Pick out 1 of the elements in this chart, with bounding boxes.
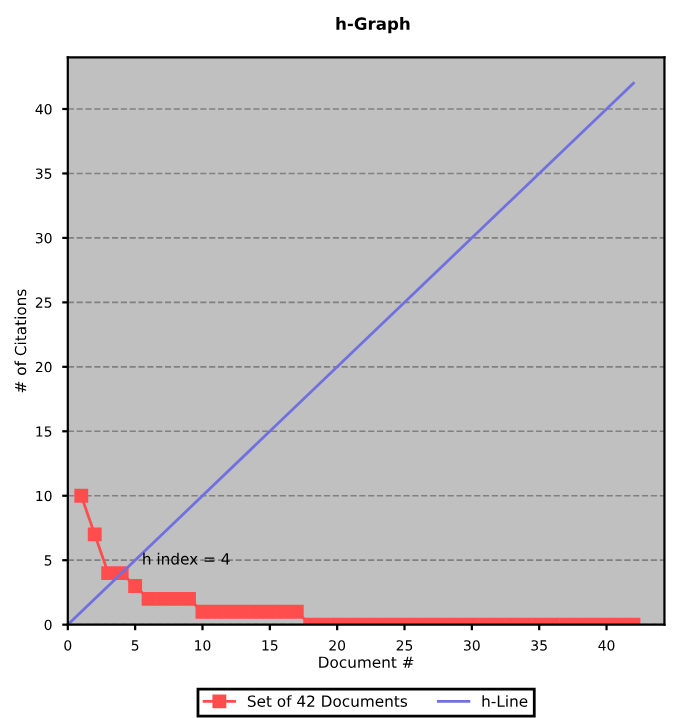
chart-title: h-Graph [336, 17, 410, 34]
